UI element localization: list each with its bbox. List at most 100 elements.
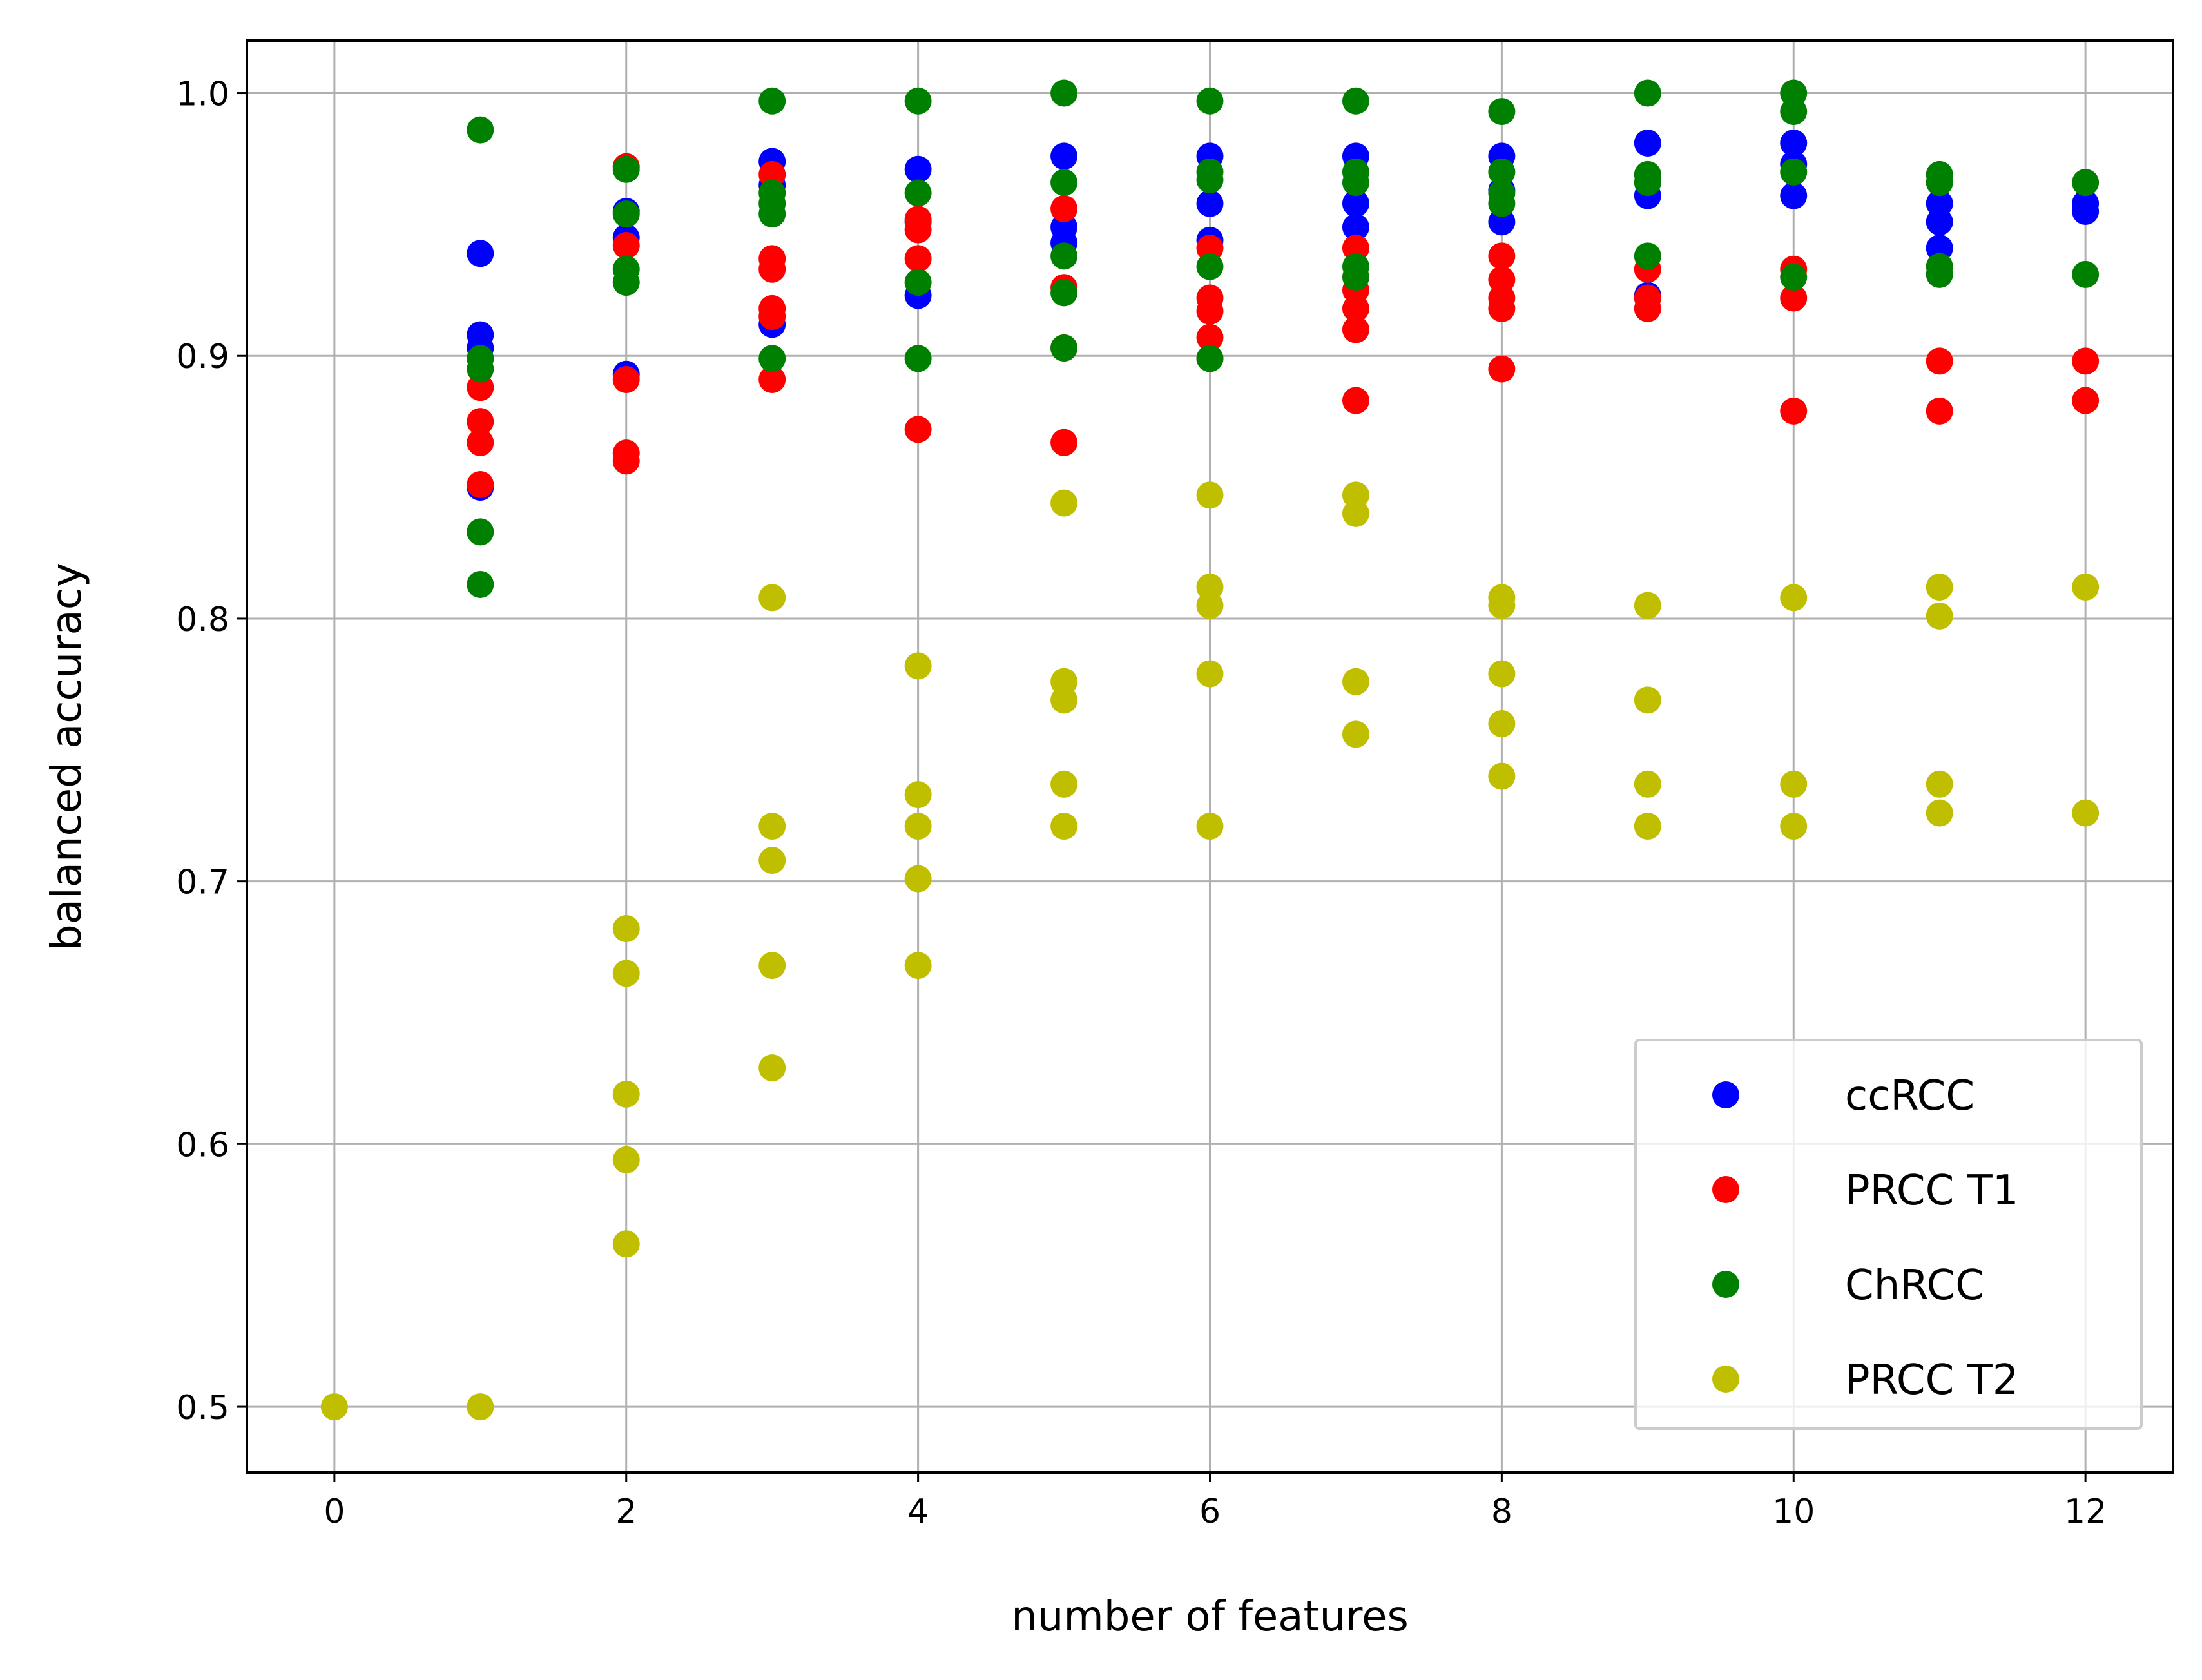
data-point: [612, 232, 640, 260]
data-point: [1196, 189, 1224, 217]
x-axis-ticks: 0 2 4 6 8 10 12: [324, 1472, 2107, 1531]
x-tick-label: 12: [2064, 1492, 2107, 1531]
data-point: [1634, 592, 1661, 619]
data-point: [467, 518, 494, 546]
data-point: [1926, 169, 1953, 197]
data-point: [758, 1054, 786, 1082]
data-point: [1050, 279, 1078, 307]
data-point: [758, 303, 786, 331]
data-point: [1488, 294, 1516, 322]
data-point: [1342, 387, 1369, 414]
y-tick-label: 1.0: [176, 75, 229, 114]
data-point: [1196, 323, 1224, 351]
data-point: [904, 652, 932, 680]
data-point: [1050, 429, 1078, 456]
data-point: [1780, 284, 1808, 312]
data-point: [1050, 686, 1078, 714]
data-point: [1196, 345, 1224, 372]
data-point: [612, 1230, 640, 1258]
data-point: [467, 429, 494, 456]
legend-marker: [1712, 1271, 1739, 1298]
data-point: [612, 447, 640, 475]
data-point: [1488, 158, 1516, 186]
data-point: [1488, 660, 1516, 688]
data-point: [467, 408, 494, 436]
data-point: [1780, 158, 1808, 186]
data-point: [1342, 263, 1369, 291]
data-point: [1050, 142, 1078, 170]
data-point: [1050, 770, 1078, 798]
data-point: [1780, 263, 1808, 291]
data-point: [1634, 770, 1661, 798]
data-point: [467, 1393, 494, 1421]
data-point: [1926, 799, 1953, 827]
data-point: [1050, 79, 1078, 107]
data-point: [467, 116, 494, 144]
data-point: [1488, 242, 1516, 270]
data-point: [1780, 182, 1808, 209]
data-point: [904, 781, 932, 809]
legend: ccRCC PRCC T1 ChRCC PRCC T2: [1634, 1039, 2143, 1430]
data-point: [1050, 195, 1078, 222]
data-point: [1196, 253, 1224, 280]
data-points: [320, 79, 2100, 1421]
data-point: [1342, 316, 1369, 343]
data-point: [1634, 686, 1661, 714]
data-point: [2072, 198, 2100, 226]
data-point: [1488, 355, 1516, 383]
data-point: [904, 87, 932, 115]
data-point: [1634, 813, 1661, 840]
data-point: [1196, 592, 1224, 619]
data-point: [1634, 79, 1661, 107]
y-axis-ticks: 0.5 0.6 0.7 0.8 0.9 1.0: [176, 75, 247, 1427]
data-point: [612, 200, 640, 228]
y-axis-label: balanced accuracy: [43, 563, 91, 951]
data-point: [1342, 668, 1369, 695]
data-point: [467, 471, 494, 499]
data-point: [1780, 397, 1808, 425]
data-point: [2072, 347, 2100, 375]
data-point: [2072, 169, 2100, 197]
data-point: [1196, 297, 1224, 325]
data-point: [612, 365, 640, 393]
legend-label: PRCC T1: [1845, 1167, 2018, 1215]
data-point: [1342, 189, 1369, 217]
data-point: [1342, 213, 1369, 241]
data-point: [612, 155, 640, 183]
data-point: [758, 847, 786, 874]
data-point: [320, 1393, 348, 1421]
data-point: [904, 865, 932, 893]
data-point: [1342, 499, 1369, 527]
y-tick-label: 0.7: [176, 864, 229, 902]
data-point: [2072, 799, 2100, 827]
data-point: [2072, 574, 2100, 601]
data-point: [612, 915, 640, 943]
data-point: [904, 416, 932, 443]
data-point: [1196, 813, 1224, 840]
data-point: [904, 245, 932, 273]
data-point: [1050, 334, 1078, 362]
data-point: [1050, 242, 1078, 270]
x-axis-label: number of features: [1011, 1593, 1409, 1641]
series-prcc-t2: [320, 481, 2100, 1421]
data-point: [1926, 602, 1953, 630]
data-point: [1342, 294, 1369, 322]
data-point: [1488, 762, 1516, 790]
data-point: [1196, 660, 1224, 688]
data-point: [758, 87, 786, 115]
data-point: [1634, 130, 1661, 157]
data-point: [467, 355, 494, 383]
data-point: [758, 200, 786, 228]
data-point: [758, 365, 786, 393]
legend-marker: [1712, 1081, 1739, 1108]
data-point: [1926, 260, 1953, 288]
data-point: [758, 813, 786, 840]
y-tick-label: 0.8: [176, 601, 229, 639]
data-point: [1634, 169, 1661, 197]
data-point: [1634, 294, 1661, 322]
data-point: [758, 345, 786, 372]
data-point: [1780, 813, 1808, 840]
data-point: [467, 570, 494, 598]
data-point: [1050, 813, 1078, 840]
data-point: [904, 813, 932, 840]
